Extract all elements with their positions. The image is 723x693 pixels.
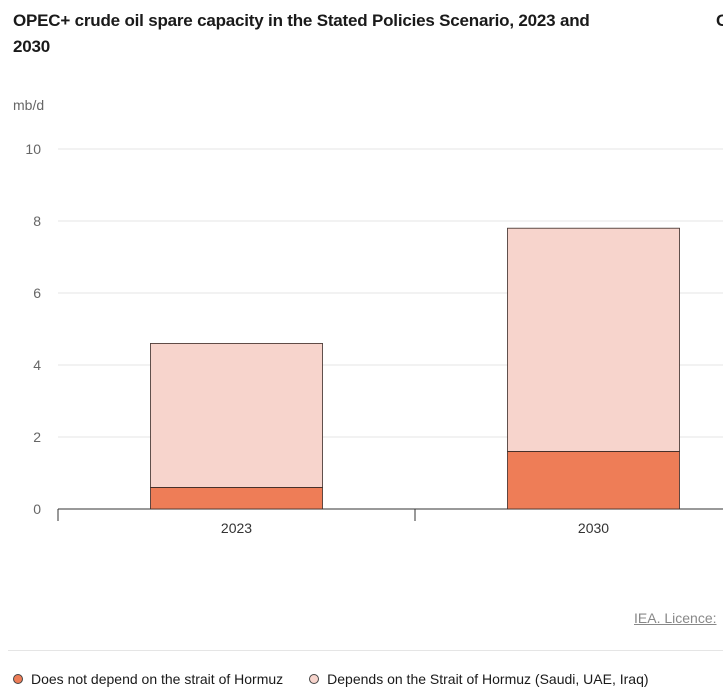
legend-item-hormuz[interactable]: Depends on the Strait of Hormuz (Saudi, … — [309, 671, 649, 687]
legend-dot-icon — [309, 674, 320, 684]
y-axis-unit: mb/d — [13, 97, 45, 113]
y-tick-label: 8 — [33, 213, 41, 229]
legend: Does not depend on the strait of Hormuz … — [13, 671, 649, 687]
bar-2023-series-0 — [150, 486, 323, 510]
y-tick-label: 4 — [33, 357, 41, 373]
bar-2023-series-1 — [150, 342, 323, 488]
next-chart-title-fragment: C — [716, 11, 723, 30]
x-tick-label: 2030 — [578, 520, 609, 536]
divider — [8, 650, 723, 651]
y-tick-label: 0 — [33, 501, 41, 517]
legend-label: Does not depend on the strait of Hormuz — [31, 671, 284, 687]
x-tick-label: 2023 — [221, 520, 252, 536]
legend-label: Depends on the Strait of Hormuz (Saudi, … — [327, 671, 649, 687]
licence-link[interactable]: IEA. Licence: — [634, 610, 717, 626]
chart-plot: 0 2 4 6 8 10 2023 2030 — [25, 141, 723, 536]
bar-2030-series-1 — [507, 227, 680, 452]
legend-item-not-hormuz[interactable]: Does not depend on the strait of Hormuz — [13, 671, 283, 687]
y-tick-label: 2 — [33, 429, 41, 445]
legend-dot-icon — [13, 674, 23, 684]
chart-title: OPEC+ crude oil spare capacity in the St… — [13, 11, 590, 56]
y-tick-label: 10 — [25, 141, 41, 157]
y-tick-label: 6 — [33, 285, 41, 301]
bar-2030-series-0 — [507, 450, 680, 510]
